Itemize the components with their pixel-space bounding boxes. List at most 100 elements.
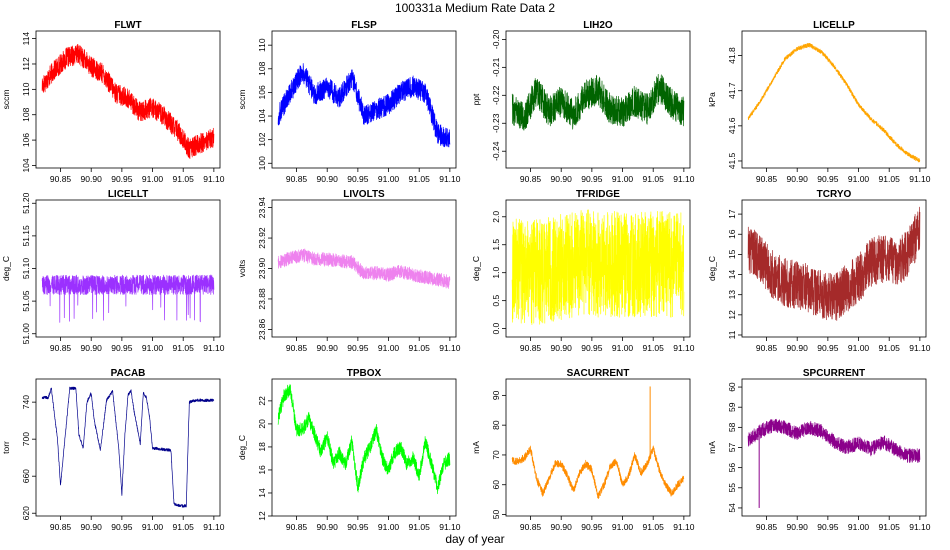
- series-line-pacab: [41, 386, 215, 508]
- y-tick-label: 108: [257, 61, 267, 75]
- series-line-tpbox: [277, 384, 451, 495]
- series-line-lih2o: [511, 73, 685, 131]
- y-tick-label: 1.5: [491, 239, 501, 251]
- chart-pacab: PACAB 90.85 90.90 90.95 91.00 91.05 91.10 620 66…: [1, 368, 225, 532]
- x-tick-label: 90.90: [551, 174, 573, 184]
- chart-title: FLSP: [351, 20, 377, 31]
- x-tick-label: 90.90: [81, 174, 103, 184]
- x-tick-label: 91.10: [203, 522, 225, 532]
- y-tick-label: 106: [21, 133, 31, 147]
- y-tick-label: 620: [21, 506, 31, 520]
- chart-flwt: FLWT 90.85 90.90 90.95 91.00 91.05 91.10 104 106…: [1, 20, 225, 184]
- y-tick-label: 41.5: [727, 152, 737, 169]
- x-tick-label: 90.85: [520, 174, 542, 184]
- y-tick-label: 17: [727, 209, 737, 219]
- chart-tfridge: TFRIDGE 90.85 90.90 90.95 91.00 91.05 91.10 0.0…: [471, 189, 695, 353]
- x-tick-label: 91.10: [439, 522, 461, 532]
- y-tick-label: 15: [727, 249, 737, 259]
- x-tick-label: 91.05: [879, 174, 901, 184]
- y-axis-label: deg_C: [237, 435, 247, 460]
- x-tick-label: 91.00: [848, 343, 870, 353]
- series-line-spcurrent: [747, 418, 921, 463]
- y-tick-label: 18: [257, 442, 267, 452]
- series-line-flwt: [41, 44, 215, 160]
- x-tick-label: 90.95: [347, 174, 369, 184]
- x-tick-label: 90.85: [286, 522, 308, 532]
- y-tick-label: 14: [257, 488, 267, 498]
- series-line-licellp: [747, 42, 921, 163]
- chart-title: TCRYO: [817, 189, 852, 200]
- x-tick-label: 91.10: [673, 343, 695, 353]
- y-tick-label: 23.94: [257, 197, 267, 219]
- y-tick-label: 660: [21, 469, 31, 483]
- x-tick-label: 91.00: [378, 174, 400, 184]
- x-tick-label: 90.90: [81, 522, 103, 532]
- y-tick-label: 1.0: [491, 267, 501, 279]
- x-tick-label: 90.85: [50, 174, 72, 184]
- y-tick-label: 12: [727, 310, 737, 320]
- y-tick-label: 41.8: [727, 47, 737, 64]
- x-tick-label: 91.10: [673, 174, 695, 184]
- x-tick-label: 90.90: [551, 343, 573, 353]
- chart-licellp: LICELLP 90.85 90.90 90.95 91.00 91.05 91.10 41.…: [707, 20, 931, 184]
- x-tick-label: 90.95: [347, 343, 369, 353]
- plot-frame: [271, 30, 457, 169]
- chart-title: TFRIDGE: [576, 189, 620, 200]
- y-tick-label: 59: [727, 402, 737, 412]
- x-tick-label: 91.00: [378, 343, 400, 353]
- x-tick-label: 91.10: [909, 343, 931, 353]
- y-tick-label: 110: [21, 82, 31, 96]
- figure-xlabel: day of year: [445, 532, 504, 546]
- y-tick-label: 51.05: [21, 290, 31, 312]
- y-axis-label: volts: [237, 260, 247, 277]
- chart-title: LIVOLTS: [343, 189, 385, 200]
- y-axis-label: mA: [707, 441, 717, 454]
- chart-spcurrent: SPCURRENT 90.85 90.90 90.95 91.00 91.05 91.10 5…: [707, 368, 931, 532]
- x-tick-label: 91.05: [173, 174, 195, 184]
- series-line-sacurrent: [511, 445, 685, 500]
- x-tick-label: 90.95: [347, 522, 369, 532]
- y-tick-label: -0.20: [491, 29, 501, 49]
- chart-tcryo: TCRYO 90.85 90.90 90.95 91.00 91.05 91.10 11 12 1…: [707, 189, 931, 353]
- y-tick-label: 16: [257, 465, 267, 475]
- x-tick-label: 91.00: [612, 174, 634, 184]
- y-tick-label: 108: [21, 107, 31, 121]
- x-tick-label: 91.10: [439, 343, 461, 353]
- series-line-tfridge: [511, 209, 685, 325]
- y-tick-label: 104: [21, 158, 31, 172]
- y-tick-label: 50: [491, 510, 501, 520]
- y-tick-label: 23.88: [257, 288, 267, 310]
- x-tick-label: 90.90: [317, 174, 339, 184]
- x-tick-label: 91.05: [173, 343, 195, 353]
- y-tick-label: 104: [257, 109, 267, 123]
- y-axis-label: ppt: [471, 93, 481, 105]
- y-tick-label: 700: [21, 432, 31, 446]
- panel-grid: FLWT 90.85 90.90 90.95 91.00 91.05 91.10 104 106…: [1, 20, 931, 532]
- y-tick-label: 740: [21, 395, 31, 409]
- plot-frame: [35, 30, 221, 169]
- y-tick-label: -0.21: [491, 57, 501, 77]
- x-tick-label: 90.90: [787, 343, 809, 353]
- y-tick-label: 114: [21, 32, 31, 46]
- x-tick-label: 90.95: [581, 174, 603, 184]
- y-tick-label: 51.20: [21, 192, 31, 214]
- x-tick-label: 91.10: [439, 174, 461, 184]
- plot-frame: [271, 378, 457, 517]
- y-tick-label: 16: [727, 229, 737, 239]
- x-tick-label: 90.85: [50, 343, 72, 353]
- x-tick-label: 90.95: [817, 343, 839, 353]
- x-tick-label: 90.90: [81, 343, 103, 353]
- x-tick-label: 90.85: [50, 522, 72, 532]
- x-tick-label: 91.05: [643, 522, 665, 532]
- y-tick-label: 51.10: [21, 258, 31, 280]
- y-tick-label: 56: [727, 463, 737, 473]
- x-tick-label: 90.95: [817, 522, 839, 532]
- x-tick-label: 90.85: [520, 343, 542, 353]
- x-tick-label: 90.95: [111, 343, 133, 353]
- x-tick-label: 91.00: [612, 343, 634, 353]
- plot-frame: [271, 199, 457, 338]
- x-tick-label: 91.00: [142, 343, 164, 353]
- x-tick-label: 90.90: [787, 174, 809, 184]
- y-tick-label: 58: [727, 422, 737, 432]
